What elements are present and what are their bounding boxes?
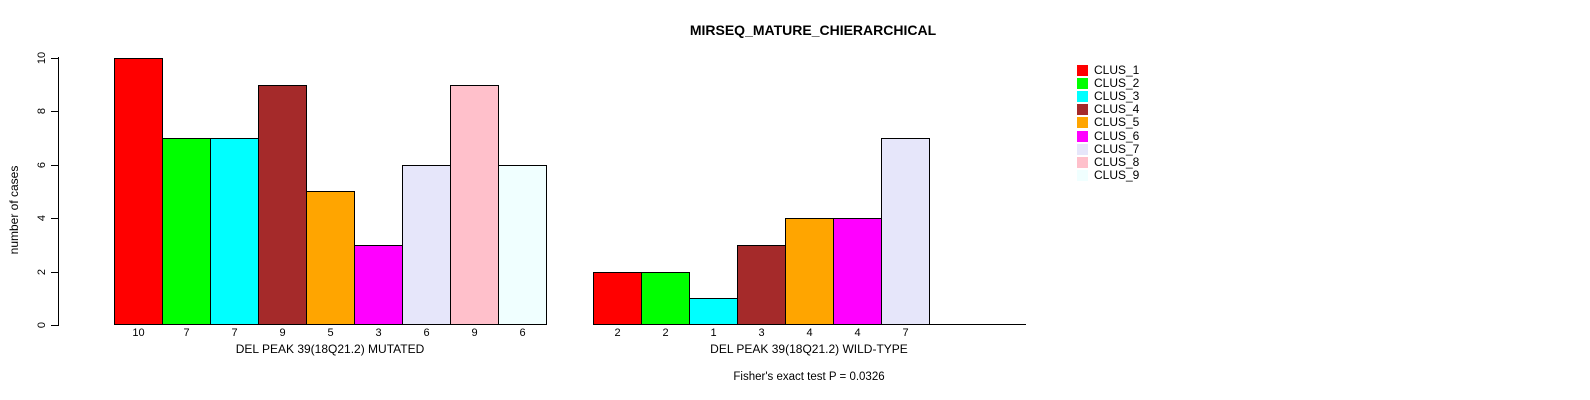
- legend-swatch-clus_9: [1077, 170, 1088, 181]
- bar-value-label-wild-type-clus_7: 7: [902, 327, 909, 339]
- bar-value-label-mutated-clus_1: 10: [132, 327, 145, 339]
- bar-value-label-mutated-clus_8: 9: [471, 327, 478, 339]
- y-tick: [51, 218, 58, 219]
- bar-mutated-clus_2: [162, 138, 211, 325]
- legend-swatch-clus_6: [1077, 131, 1088, 142]
- bar-value-label-mutated-clus_2: 7: [183, 327, 190, 339]
- legend-item-clus_7: CLUS_7: [1077, 143, 1139, 156]
- legend-swatch-clus_8: [1077, 157, 1088, 168]
- legend-item-clus_6: CLUS_6: [1077, 130, 1139, 143]
- bar-value-label-mutated-clus_9: 6: [519, 327, 526, 339]
- legend-label-clus_1: CLUS_1: [1094, 63, 1140, 77]
- bar-mutated-clus_4: [258, 85, 307, 325]
- legend-label-clus_4: CLUS_4: [1094, 102, 1140, 116]
- y-tick: [51, 58, 58, 59]
- legend-item-clus_3: CLUS_3: [1077, 90, 1139, 103]
- bar-value-label-mutated-clus_4: 9: [279, 327, 286, 339]
- fisher-test-annotation: Fisher's exact test P = 0.0326: [733, 371, 885, 383]
- legend-label-clus_6: CLUS_6: [1094, 129, 1140, 143]
- y-axis-line: [58, 57, 59, 326]
- bar-value-label-wild-type-clus_4: 3: [758, 327, 765, 339]
- bar-value-label-wild-type-clus_2: 2: [662, 327, 669, 339]
- y-tick-label: 4: [36, 214, 48, 222]
- legend-swatch-clus_5: [1077, 117, 1088, 128]
- group-label-mutated: DEL PEAK 39(18Q21.2) MUTATED: [235, 342, 425, 356]
- bar-wild-type-clus_5: [785, 218, 834, 325]
- bar-value-label-wild-type-clus_5: 4: [806, 327, 813, 339]
- legend-label-clus_9: CLUS_9: [1094, 168, 1140, 182]
- y-tick-label: 8: [36, 107, 48, 115]
- legend-label-clus_5: CLUS_5: [1094, 115, 1140, 129]
- bar-wild-type-clus_2: [641, 272, 690, 325]
- legend-item-clus_5: CLUS_5: [1077, 116, 1139, 129]
- legend-item-clus_8: CLUS_8: [1077, 156, 1139, 169]
- bar-wild-type-clus_1: [593, 272, 642, 325]
- legend-item-clus_4: CLUS_4: [1077, 103, 1139, 116]
- y-tick: [51, 165, 58, 166]
- bar-wild-type-clus_4: [737, 245, 786, 325]
- bar-value-label-mutated-clus_7: 6: [423, 327, 430, 339]
- legend-swatch-clus_1: [1077, 65, 1088, 76]
- bar-value-label-wild-type-clus_6: 4: [854, 327, 861, 339]
- bar-wild-type-clus_7: [881, 138, 930, 325]
- bar-value-label-wild-type-clus_1: 2: [614, 327, 621, 339]
- y-tick-label: 0: [36, 321, 48, 329]
- legend-swatch-clus_2: [1077, 78, 1088, 89]
- y-tick: [51, 272, 58, 273]
- group-label-wild-type: DEL PEAK 39(18Q21.2) WILD-TYPE: [710, 342, 908, 356]
- legend-label-clus_7: CLUS_7: [1094, 142, 1140, 156]
- legend-swatch-clus_7: [1077, 144, 1088, 155]
- bar-mutated-clus_3: [210, 138, 259, 325]
- zero-bar-wild-type-clus_9: [977, 324, 1026, 325]
- legend-label-clus_8: CLUS_8: [1094, 155, 1140, 169]
- bar-mutated-clus_6: [354, 245, 403, 325]
- legend-swatch-clus_3: [1077, 91, 1088, 102]
- y-tick-label: 6: [36, 161, 48, 169]
- legend-label-clus_3: CLUS_3: [1094, 89, 1140, 103]
- bar-wild-type-clus_6: [833, 218, 882, 325]
- y-tick-label: 2: [36, 268, 48, 276]
- bar-value-label-wild-type-clus_3: 1: [710, 327, 717, 339]
- bar-value-label-mutated-clus_5: 5: [327, 327, 334, 339]
- legend-swatch-clus_4: [1077, 104, 1088, 115]
- y-tick: [51, 111, 58, 112]
- legend-label-clus_2: CLUS_2: [1094, 76, 1140, 90]
- legend-item-clus_1: CLUS_1: [1077, 64, 1139, 77]
- legend-item-clus_2: CLUS_2: [1077, 77, 1139, 90]
- bar-mutated-clus_1: [114, 58, 163, 325]
- y-tick-label: 10: [36, 51, 48, 65]
- bar-mutated-clus_8: [450, 85, 499, 325]
- bar-value-label-mutated-clus_6: 3: [375, 327, 382, 339]
- y-tick: [51, 325, 58, 326]
- zero-bar-wild-type-clus_8: [929, 324, 978, 325]
- bar-mutated-clus_7: [402, 165, 451, 325]
- chart-title: MIRSEQ_MATURE_CHIERARCHICAL: [689, 22, 937, 38]
- bar-mutated-clus_5: [306, 191, 355, 325]
- bar-mutated-clus_9: [498, 165, 547, 325]
- bar-wild-type-clus_3: [689, 298, 738, 325]
- bar-value-label-mutated-clus_3: 7: [231, 327, 238, 339]
- legend-item-clus_9: CLUS_9: [1077, 169, 1139, 182]
- y-axis-label: number of cases: [7, 165, 21, 255]
